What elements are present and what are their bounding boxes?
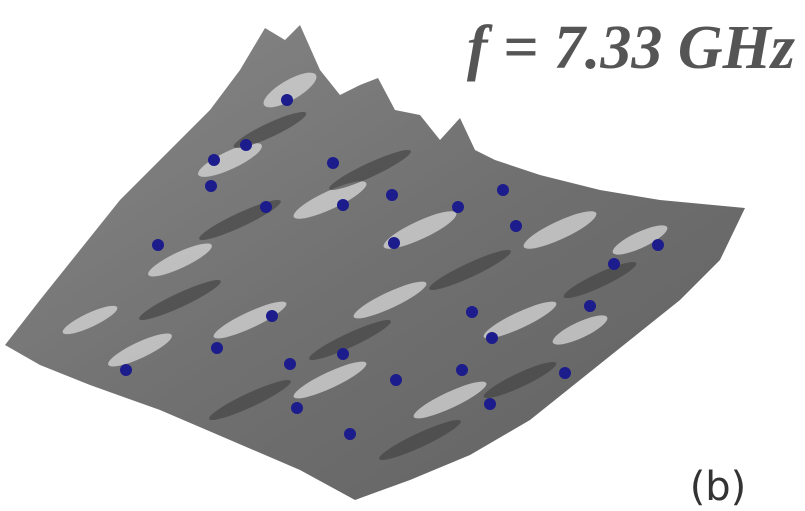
- figure: f = 7.33 GHz (b): [0, 0, 805, 511]
- panel-label: (b): [690, 464, 747, 510]
- page: f = 7.33 GHz (b) (() => { const data = J…: [0, 0, 805, 511]
- figure-title: f = 7.33 GHz: [467, 14, 795, 82]
